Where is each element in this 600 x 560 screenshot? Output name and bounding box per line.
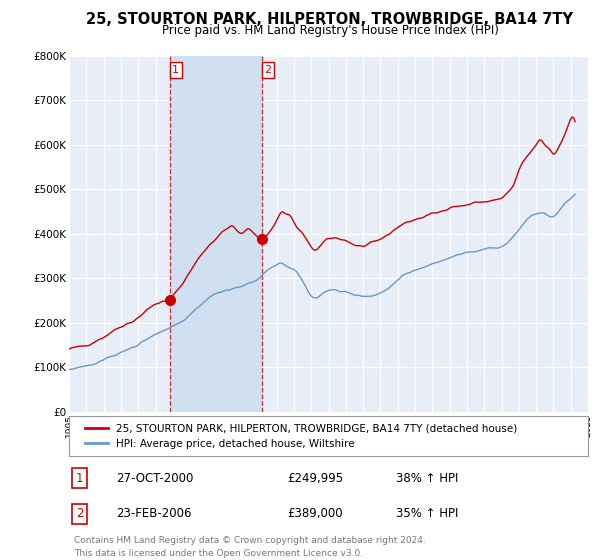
Legend: 25, STOURTON PARK, HILPERTON, TROWBRIDGE, BA14 7TY (detached house), HPI: Averag: 25, STOURTON PARK, HILPERTON, TROWBRIDGE…: [79, 419, 523, 454]
Text: 1: 1: [172, 65, 179, 75]
Bar: [170, 56, 262, 412]
Text: Contains HM Land Registry data © Crown copyright and database right 2024.: Contains HM Land Registry data © Crown c…: [74, 536, 426, 545]
Text: 38% ↑ HPI: 38% ↑ HPI: [396, 472, 458, 485]
Text: 27-OCT-2000: 27-OCT-2000: [116, 472, 193, 485]
Text: £249,995: £249,995: [287, 472, 343, 485]
Text: 1: 1: [76, 472, 83, 485]
Text: Price paid vs. HM Land Registry's House Price Index (HPI): Price paid vs. HM Land Registry's House …: [161, 24, 499, 37]
Text: This data is licensed under the Open Government Licence v3.0.: This data is licensed under the Open Gov…: [74, 549, 364, 558]
Text: 2: 2: [76, 507, 83, 520]
Text: 2: 2: [265, 65, 272, 75]
Text: 23-FEB-2006: 23-FEB-2006: [116, 507, 191, 520]
Text: £389,000: £389,000: [287, 507, 343, 520]
Text: 25, STOURTON PARK, HILPERTON, TROWBRIDGE, BA14 7TY: 25, STOURTON PARK, HILPERTON, TROWBRIDGE…: [86, 12, 574, 27]
Text: 35% ↑ HPI: 35% ↑ HPI: [396, 507, 458, 520]
